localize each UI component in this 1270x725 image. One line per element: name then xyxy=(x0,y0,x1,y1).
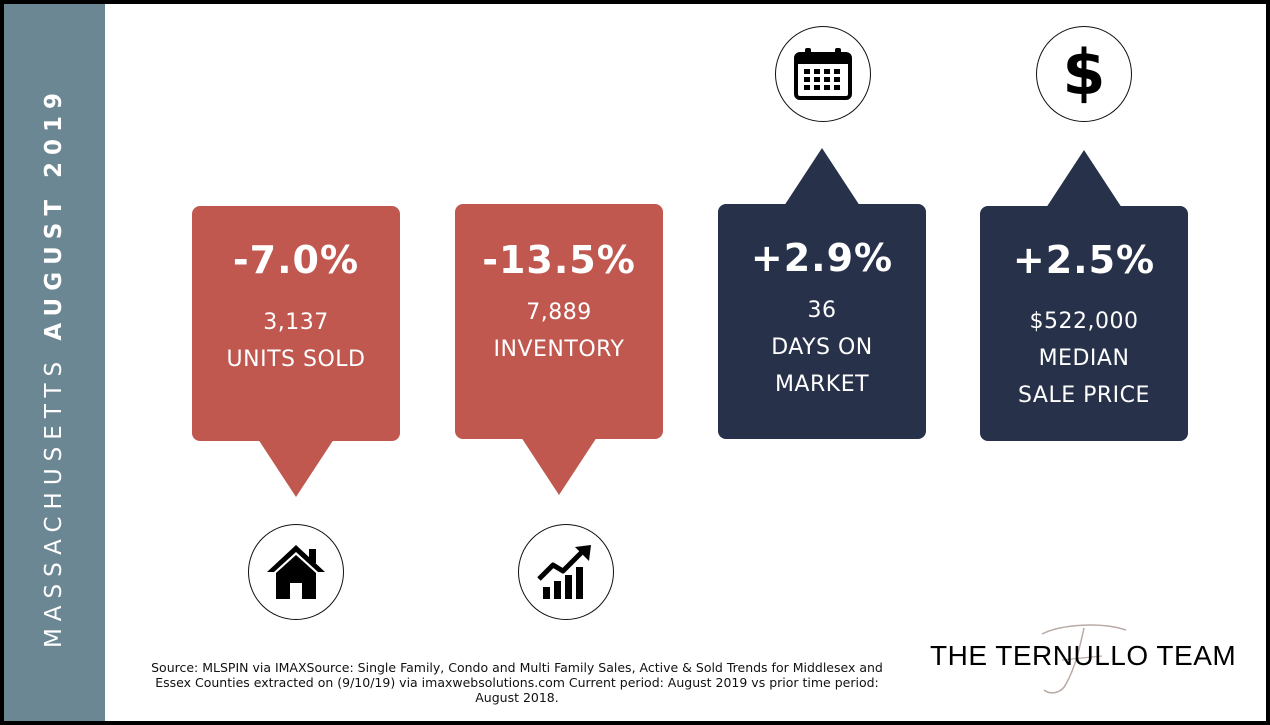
stat-value: 36 xyxy=(807,298,837,323)
stat-label: DAYS ON xyxy=(771,335,873,360)
chart-icon-circle xyxy=(518,524,614,620)
stat-change: +2.5% xyxy=(1012,238,1156,282)
stat-card-units-sold: -7.0% 3,137 UNITS SOLD xyxy=(192,206,400,497)
house-icon xyxy=(267,545,325,599)
stat-value: $522,000 xyxy=(1029,309,1139,334)
sidebar-title: MASSACHUSETTS AUGUST 2019 xyxy=(41,86,67,648)
calendar-icon xyxy=(794,48,852,100)
stat-label: UNITS SOLD xyxy=(226,347,366,372)
stat-card-days-on-market: +2.9% 36 DAYS ON MARKET xyxy=(718,148,926,439)
stat-change: -7.0% xyxy=(232,238,360,282)
calendar-icon-circle xyxy=(775,26,871,122)
sidebar-period: AUGUST 2019 xyxy=(41,85,67,341)
stat-value: 3,137 xyxy=(263,310,329,335)
stat-change: -13.5% xyxy=(482,238,636,282)
infographic: MASSACHUSETTS AUGUST 2019 -7.0% 3,137 UN… xyxy=(4,4,1266,721)
card-pointer xyxy=(784,148,860,206)
stat-label: INVENTORY xyxy=(493,337,625,362)
bar-chart-up-icon xyxy=(537,545,591,599)
house-icon-circle xyxy=(248,524,344,620)
sidebar-band: MASSACHUSETTS AUGUST 2019 xyxy=(4,4,105,721)
stat-value: 7,889 xyxy=(526,300,592,325)
stat-description: 3,137 UNITS SOLD xyxy=(192,304,400,378)
card-pointer xyxy=(258,439,334,497)
dollar-icon-circle: $ xyxy=(1036,26,1132,122)
stat-label-2: MARKET xyxy=(774,372,870,397)
stat-description: 36 DAYS ON MARKET xyxy=(718,292,926,403)
brand-name: THE TERNULLO TEAM xyxy=(930,640,1237,671)
stat-card-inventory: -13.5% 7,889 INVENTORY xyxy=(455,204,663,495)
monogram-logo xyxy=(1041,624,1127,694)
card-pointer xyxy=(521,437,597,495)
stat-label: MEDIAN xyxy=(1038,346,1130,371)
stat-description: $522,000 MEDIAN SALE PRICE xyxy=(980,303,1188,414)
stat-label-2: SALE PRICE xyxy=(1018,383,1150,408)
brand-logo: THE TERNULLO TEAM xyxy=(930,612,1256,702)
dollar-icon: $ xyxy=(1062,36,1106,109)
stat-change: +2.9% xyxy=(750,236,894,280)
card-pointer xyxy=(1046,150,1122,208)
sidebar-state: MASSACHUSETTS xyxy=(41,354,67,649)
source-note: Source: MLSPIN via IMAXSource: Single Fa… xyxy=(151,660,883,705)
stat-card-median-sale-price: +2.5% $522,000 MEDIAN SALE PRICE xyxy=(980,150,1188,441)
stat-description: 7,889 INVENTORY xyxy=(455,294,663,368)
